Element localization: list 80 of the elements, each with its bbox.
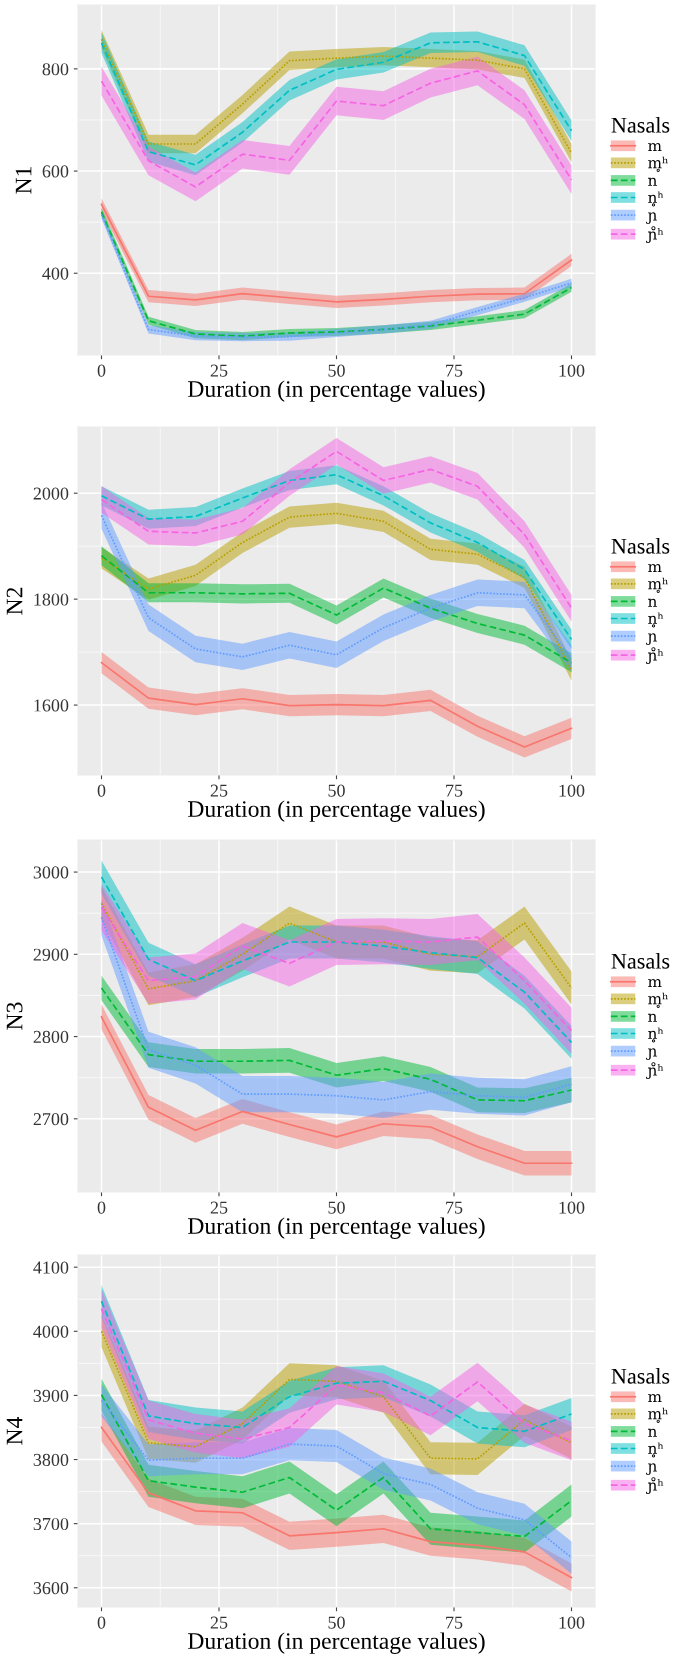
y-tick-label: 400: [42, 267, 69, 280]
x-tick-label: 100: [559, 1201, 585, 1214]
line-series: [100, 902, 573, 990]
x-tick-label: 0: [97, 1201, 106, 1214]
legend-label: n: [648, 177, 657, 186]
x-tick-label: 75: [446, 784, 463, 797]
legend-title: Nasals: [611, 117, 670, 133]
y-tick-label: 800: [42, 63, 69, 76]
legend-label: ɲ̊ʰ: [646, 1477, 664, 1494]
x-tick-label: 75: [446, 364, 463, 377]
legend-label: m̥ʰ: [648, 156, 668, 172]
y-tick-label: 2900: [33, 948, 69, 961]
legend-label: ɲ̊ʰ: [646, 647, 664, 664]
legend-label: ɲ: [646, 1048, 657, 1060]
y-axis-title: N3: [6, 1002, 23, 1030]
y-tick-label: 1600: [34, 699, 69, 712]
y-tick-label: 3900: [33, 1389, 69, 1402]
x-tick-label: 50: [328, 1201, 345, 1214]
y-tick-label: 2000: [33, 487, 69, 500]
line-series: [100, 661, 573, 748]
x-tick-label: 100: [559, 364, 585, 377]
line-series: [100, 916, 573, 1101]
y-tick-label: 4100: [33, 1261, 69, 1274]
legend-label: n̥ʰ: [648, 1442, 664, 1458]
legend-label: m̥ʰ: [648, 1407, 668, 1423]
y-axis-title: N1: [15, 166, 32, 194]
y-tick-label: 3600: [33, 1582, 69, 1595]
line-series: [100, 70, 573, 188]
x-tick-label: 75: [446, 1201, 463, 1214]
y-tick-label: 3700: [33, 1517, 69, 1531]
legend-label: m: [648, 142, 662, 152]
y-tick-label: 3000: [33, 866, 69, 879]
y-tick-label: 2800: [33, 1030, 69, 1043]
x-tick-label: 0: [97, 1616, 106, 1629]
y-tick-label: 600: [42, 165, 69, 178]
legend-label: n̥ʰ: [648, 1027, 664, 1043]
legend-label: ɲ: [646, 633, 657, 645]
x-tick-label: 0: [97, 364, 106, 377]
line-series: [100, 987, 573, 1102]
legend-title: Nasals: [611, 1368, 670, 1384]
x-tick-label: 25: [210, 364, 228, 377]
legend-label: ɲ: [646, 212, 657, 224]
x-tick-label: 25: [210, 1201, 228, 1214]
line-series: [100, 1330, 573, 1460]
x-tick-label: 0: [97, 784, 106, 797]
legend-label: ɲ̊ʰ: [646, 226, 664, 243]
legend-label: n̥ʰ: [648, 612, 664, 628]
x-axis-title: Duration (in percentage values): [188, 800, 485, 822]
x-axis-title: Duration (in percentage values): [188, 1632, 485, 1654]
legend-label: n: [648, 1013, 657, 1022]
line-series: [100, 906, 573, 1032]
y-axis-title: N4: [6, 1416, 23, 1445]
legend-label: m̥ʰ: [648, 577, 668, 593]
x-tick-label: 50: [328, 784, 345, 797]
legend-label: m: [648, 1393, 662, 1403]
legend-label: n: [648, 598, 657, 607]
legend-label: n̥ʰ: [648, 191, 664, 207]
legend-label: m: [648, 978, 662, 988]
x-tick-label: 25: [210, 1616, 228, 1629]
legend-label: ɲ: [646, 1463, 657, 1475]
y-axis-title: N2: [6, 587, 23, 615]
x-axis-title: Duration (in percentage values): [188, 380, 485, 402]
legend-title: Nasals: [611, 538, 670, 554]
x-tick-label: 25: [210, 784, 228, 797]
x-tick-label: 100: [559, 1616, 585, 1629]
legend-label: m: [648, 563, 662, 573]
y-tick-label: 4000: [33, 1325, 69, 1338]
y-tick-label: 1800: [34, 593, 69, 606]
x-tick-label: 50: [328, 1616, 345, 1629]
x-tick-label: 50: [328, 364, 345, 377]
legend-label: m̥ʰ: [648, 992, 668, 1008]
legend-label: ɲ̊ʰ: [646, 1062, 664, 1079]
y-tick-label: 2700: [33, 1113, 69, 1126]
x-tick-label: 100: [559, 784, 585, 797]
x-axis-title: Duration (in percentage values): [188, 1217, 485, 1239]
x-tick-label: 75: [446, 1616, 463, 1629]
legend-label: n: [648, 1428, 657, 1437]
legend-title: Nasals: [611, 953, 670, 969]
line-series: [100, 1399, 573, 1559]
y-tick-label: 3800: [33, 1453, 69, 1466]
